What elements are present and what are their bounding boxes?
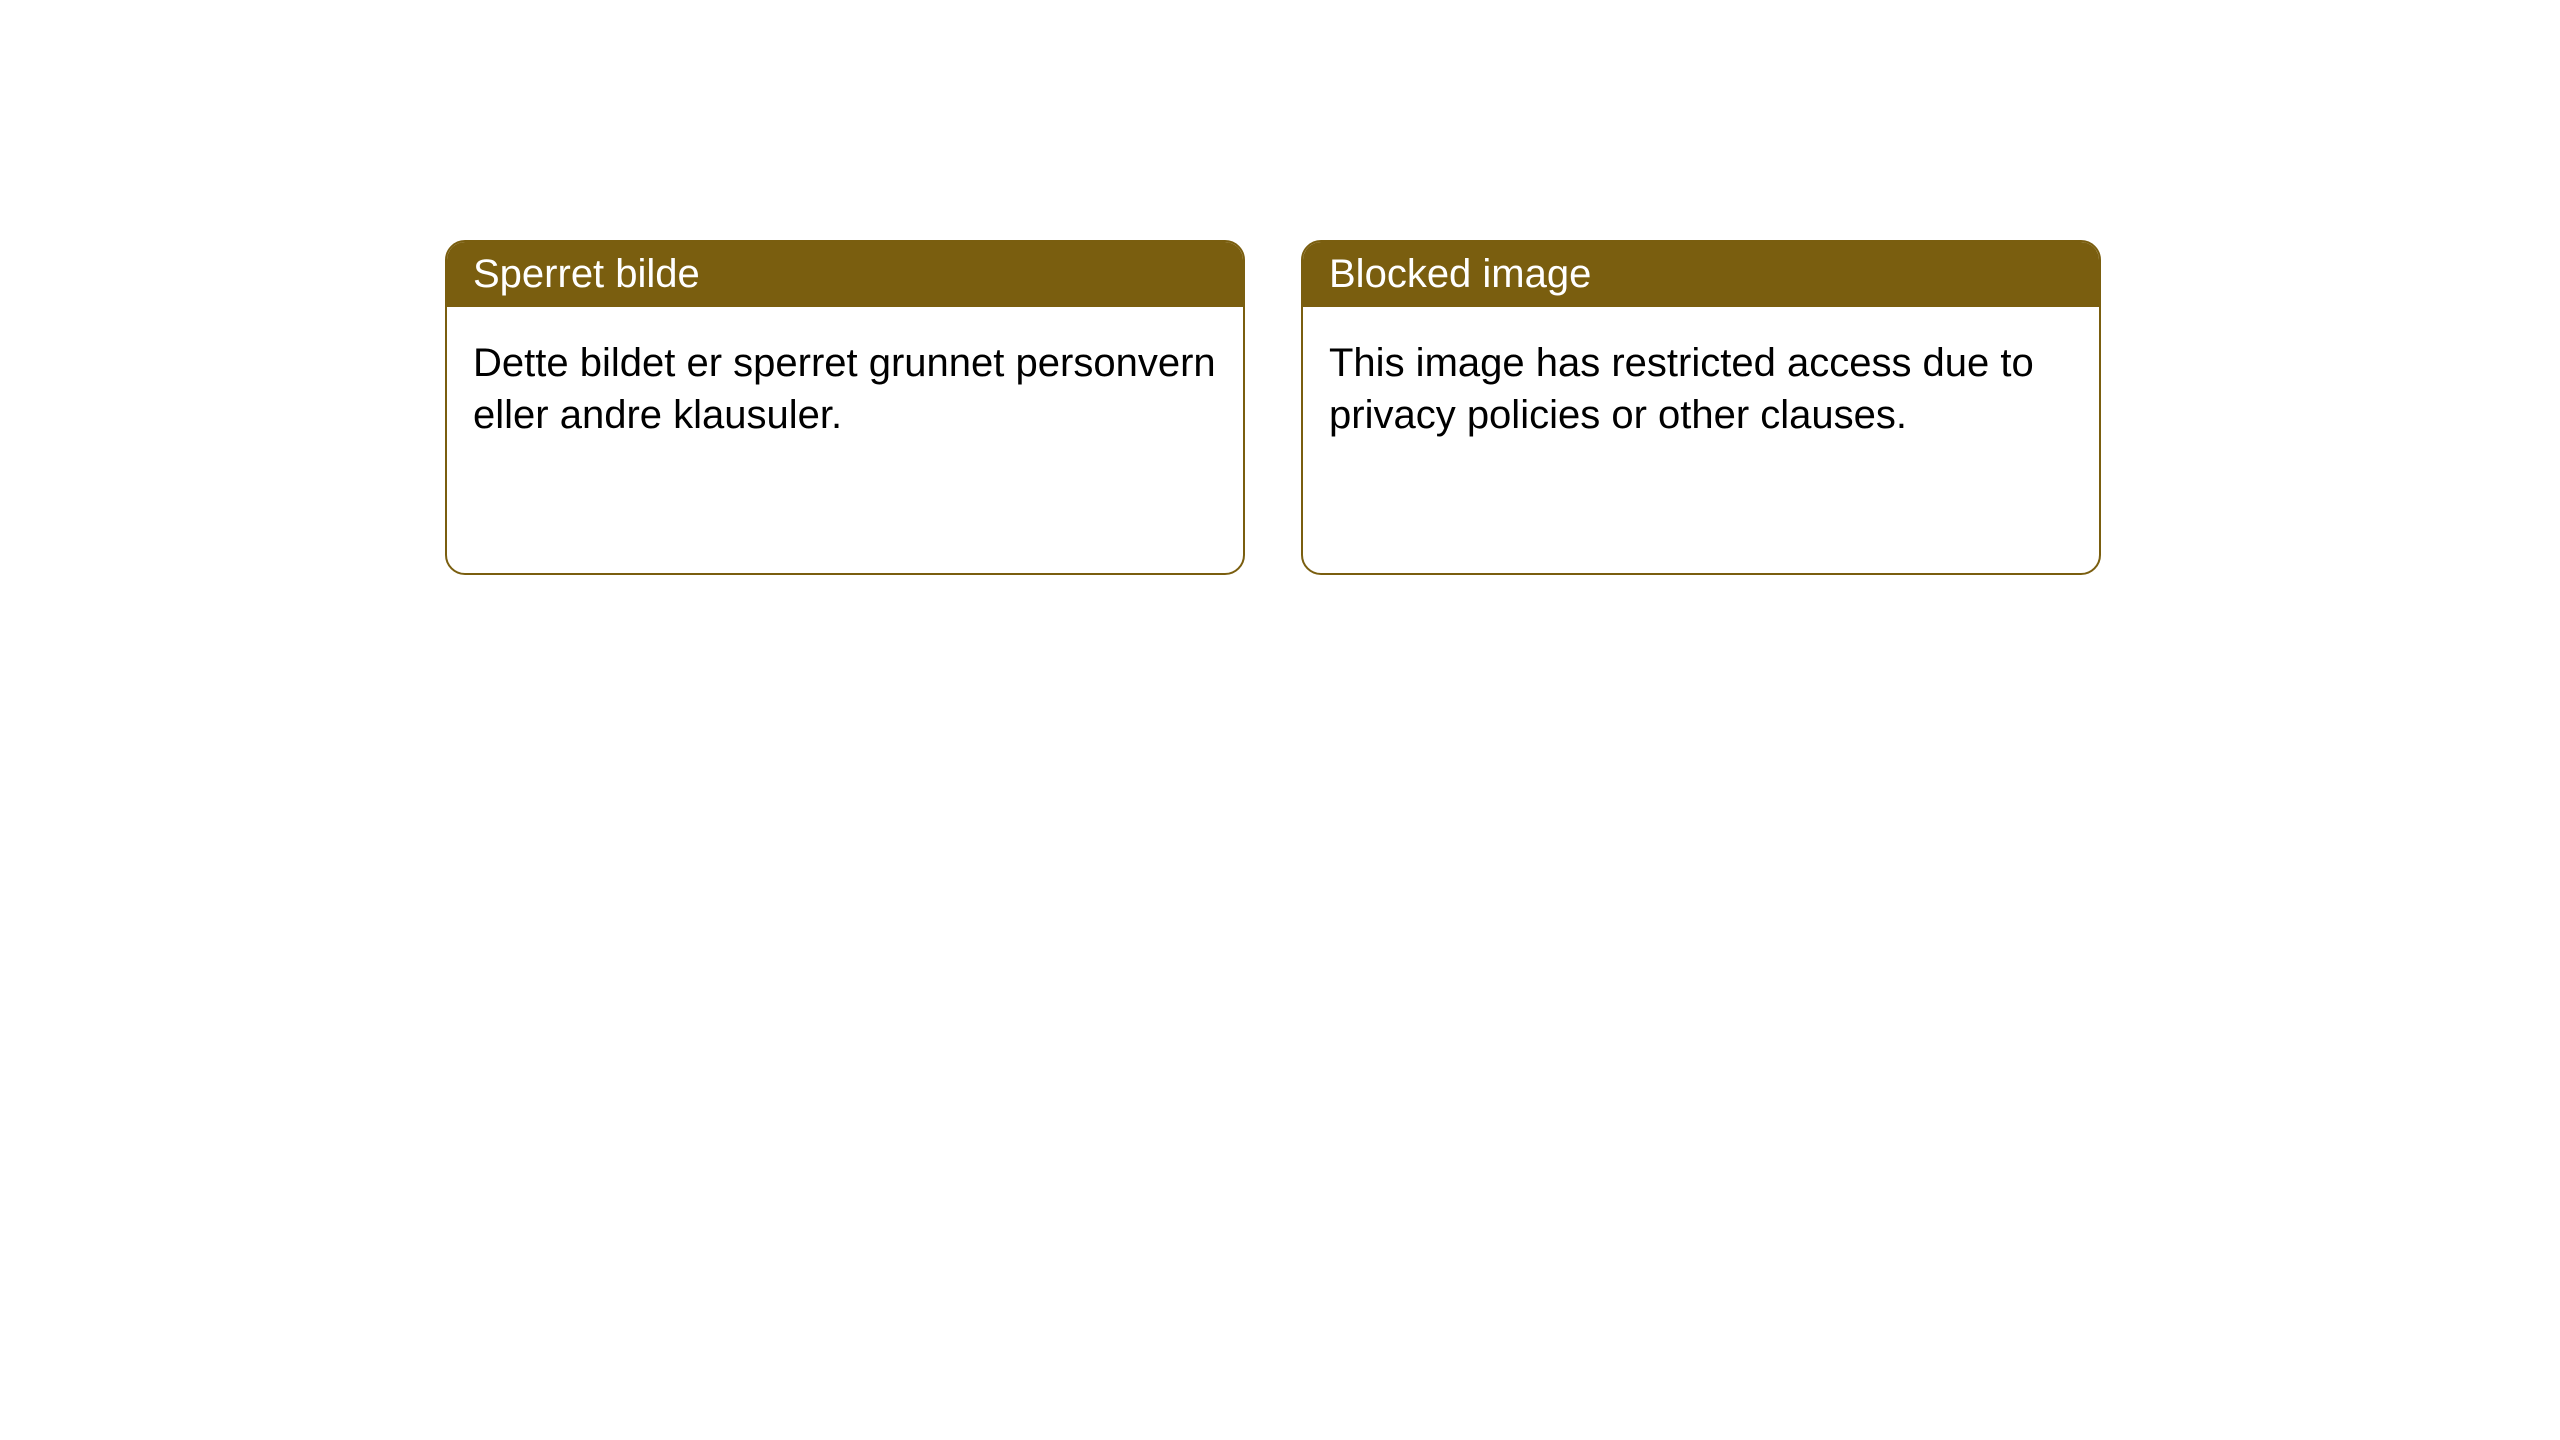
card-title-en: Blocked image — [1329, 252, 1591, 296]
card-body-text-en: This image has restricted access due to … — [1329, 341, 2034, 437]
cards-container: Sperret bilde Dette bildet er sperret gr… — [0, 0, 2560, 575]
card-body-no: Dette bildet er sperret grunnet personve… — [447, 307, 1243, 471]
card-body-en: This image has restricted access due to … — [1303, 307, 2099, 471]
card-header-en: Blocked image — [1303, 242, 2099, 307]
card-body-text-no: Dette bildet er sperret grunnet personve… — [473, 341, 1216, 437]
card-title-no: Sperret bilde — [473, 252, 700, 296]
card-header-no: Sperret bilde — [447, 242, 1243, 307]
blocked-image-card-en: Blocked image This image has restricted … — [1301, 240, 2101, 575]
blocked-image-card-no: Sperret bilde Dette bildet er sperret gr… — [445, 240, 1245, 575]
